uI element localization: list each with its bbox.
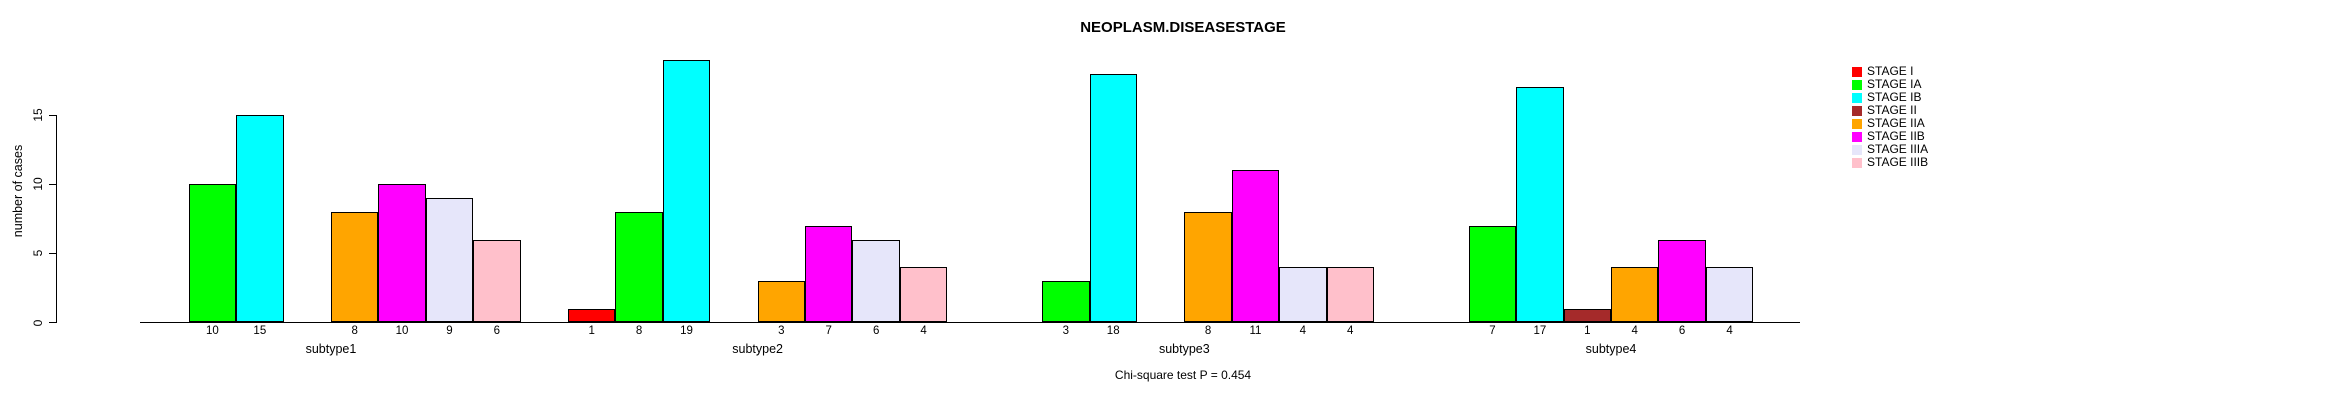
y-axis-tick-label: 0 xyxy=(31,319,45,326)
bar-subtype1-stage-ib xyxy=(236,115,284,323)
bar-value-label: 10 xyxy=(395,325,409,337)
x-axis-line xyxy=(140,322,1800,323)
legend-label: STAGE II xyxy=(1867,103,1917,117)
bar-subtype2-stage-ib xyxy=(662,59,711,323)
y-axis-tick-label: 10 xyxy=(31,177,45,191)
bar-subtype1-stage-iib xyxy=(378,184,426,323)
y-axis-tick xyxy=(49,183,56,185)
legend-label: STAGE I xyxy=(1867,64,1914,78)
bar-subtype4-stage-ib xyxy=(1516,87,1564,323)
bar-value-label: 4 xyxy=(1347,325,1354,337)
bar-subtype1-stage-ia xyxy=(188,184,237,323)
y-axis-tick xyxy=(49,114,56,116)
legend-swatch-stage-ib xyxy=(1852,93,1862,103)
legend-swatch-stage-iiia xyxy=(1852,145,1862,155)
y-axis-tick-label: 15 xyxy=(31,108,45,122)
bar-value-label: 7 xyxy=(825,325,832,337)
bar-value-label: 4 xyxy=(1726,325,1733,337)
bar-value-label: 6 xyxy=(1678,325,1686,337)
y-axis-tick-label: 5 xyxy=(31,250,45,257)
bar-subtype1-stage-iia xyxy=(330,211,379,323)
bar-subtype4-stage-iib xyxy=(1658,239,1706,323)
chi-square-note: Chi-square test P = 0.454 xyxy=(1114,368,1252,382)
bar-value-label: 4 xyxy=(1299,325,1307,337)
bar-value-label: 3 xyxy=(1062,325,1069,337)
x-axis-group-label-subtype2: subtype2 xyxy=(732,342,783,356)
bar-value-label: 4 xyxy=(920,325,927,337)
chart-title: NEOPLASM.DISEASESTAGE xyxy=(1080,19,1286,36)
bar-subtype2-stage-iia xyxy=(757,281,806,323)
x-axis-group-label-subtype4: subtype4 xyxy=(1585,342,1637,356)
bar-subtype2-stage-iiia xyxy=(852,239,900,323)
legend-label: STAGE IIA xyxy=(1867,116,1925,130)
x-axis-group-label-subtype1: subtype1 xyxy=(305,342,357,356)
legend-label: STAGE IIIA xyxy=(1867,142,1929,156)
legend-swatch-stage-i xyxy=(1852,67,1862,77)
legend-swatch-stage-iiib xyxy=(1852,158,1862,168)
bar-subtype2-stage-iib xyxy=(805,225,853,323)
bar-subtype1-stage-iiia xyxy=(425,198,474,323)
bar-value-label: 10 xyxy=(206,325,219,337)
legend-label: STAGE IIIB xyxy=(1867,155,1929,169)
bar-value-label: 15 xyxy=(253,325,267,337)
legend-label: STAGE IB xyxy=(1867,90,1922,104)
legend-swatch-stage-ia xyxy=(1852,80,1862,90)
bar-subtype4-stage-iiia xyxy=(1705,267,1754,323)
bar-subtype3-stage-iia xyxy=(1184,211,1232,323)
bar-subtype4-stage-ia xyxy=(1468,225,1517,323)
bar-subtype3-stage-ib xyxy=(1089,73,1137,323)
bar-value-label: 4 xyxy=(1631,325,1638,337)
y-axis-tick xyxy=(49,252,56,254)
x-axis-group-label-subtype3: subtype3 xyxy=(1158,342,1210,356)
bar-subtype3-stage-iiia xyxy=(1279,267,1327,323)
legend-swatch-stage-iib xyxy=(1852,132,1862,142)
bar-value-label: 18 xyxy=(1106,325,1120,337)
bar-value-label: 17 xyxy=(1533,325,1547,337)
bar-value-label: 8 xyxy=(1204,325,1212,337)
y-axis-tick xyxy=(49,322,56,323)
bar-value-label: 7 xyxy=(1489,325,1496,337)
legend-swatch-stage-ii xyxy=(1852,106,1862,116)
bar-subtype2-stage-ia xyxy=(615,211,663,323)
bar-subtype3-stage-iiib xyxy=(1326,267,1374,323)
bar-value-label: 9 xyxy=(446,325,453,337)
bar-value-label: 1 xyxy=(1584,325,1591,337)
bar-value-label: 8 xyxy=(351,325,358,337)
bar-subtype4-stage-ii xyxy=(1563,308,1612,323)
bar-value-label: 3 xyxy=(778,325,785,337)
bar-value-label: 6 xyxy=(493,325,501,337)
y-axis-label: number of cases xyxy=(11,144,25,238)
bar-subtype2-stage-iiib xyxy=(899,267,948,323)
bar-subtype1-stage-iiib xyxy=(473,239,521,323)
bar-subtype3-stage-ia xyxy=(1042,281,1090,323)
legend-label: STAGE IA xyxy=(1867,77,1922,91)
bar-subtype2-stage-i xyxy=(568,308,616,323)
bar-value-label: 1 xyxy=(588,325,595,337)
bar-subtype4-stage-iia xyxy=(1611,267,1659,323)
bar-value-label: 11 xyxy=(1249,325,1262,337)
y-axis-line xyxy=(56,115,57,323)
bar-subtype3-stage-iib xyxy=(1231,170,1280,323)
bar-value-label: 8 xyxy=(635,325,643,337)
bar-value-label: 19 xyxy=(680,325,693,337)
legend-swatch-stage-iia xyxy=(1852,119,1862,129)
bar-value-label: 6 xyxy=(872,325,880,337)
legend-label: STAGE IIB xyxy=(1867,129,1925,143)
